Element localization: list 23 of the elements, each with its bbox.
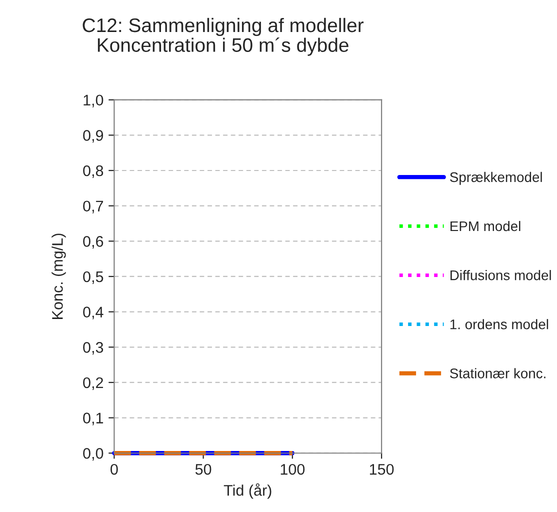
legend-label: 1. ordens model [450,319,548,330]
legend-label: EPM model [450,220,520,232]
y-tick-label: 0,2 [83,377,104,390]
y-tick-label: 0,3 [83,342,104,355]
x-axis-title: Tid (år) [224,483,272,499]
legend-label: Stationær konc. [450,368,546,378]
x-tick-label: 0 [110,464,118,475]
y-tick-label: 0,5 [83,271,104,284]
legend-label: Sprækkemodel [450,172,542,185]
x-tick-label: 50 [195,464,212,475]
chart-title: C12: Sammenligning af modeller Koncentration i 50 m´s dybde [82,18,364,56]
x-tick-label: 100 [280,464,305,475]
y-tick-label: 0,8 [83,165,104,178]
y-tick-label: 0,4 [83,306,104,320]
x-tick-label: 150 [370,464,394,475]
legend-label: Diffusions model [450,270,551,280]
y-tick-label: 1,0 [84,94,104,108]
y-tick-label: 0,7 [83,200,104,214]
y-tick-label: 0,9 [83,130,104,143]
y-axis-title: Konc. (mg/L) [52,234,66,319]
y-tick-label: 0,6 [83,236,104,249]
y-tick-label: 0,0 [83,448,104,461]
y-tick-label: 0,1 [83,412,104,426]
